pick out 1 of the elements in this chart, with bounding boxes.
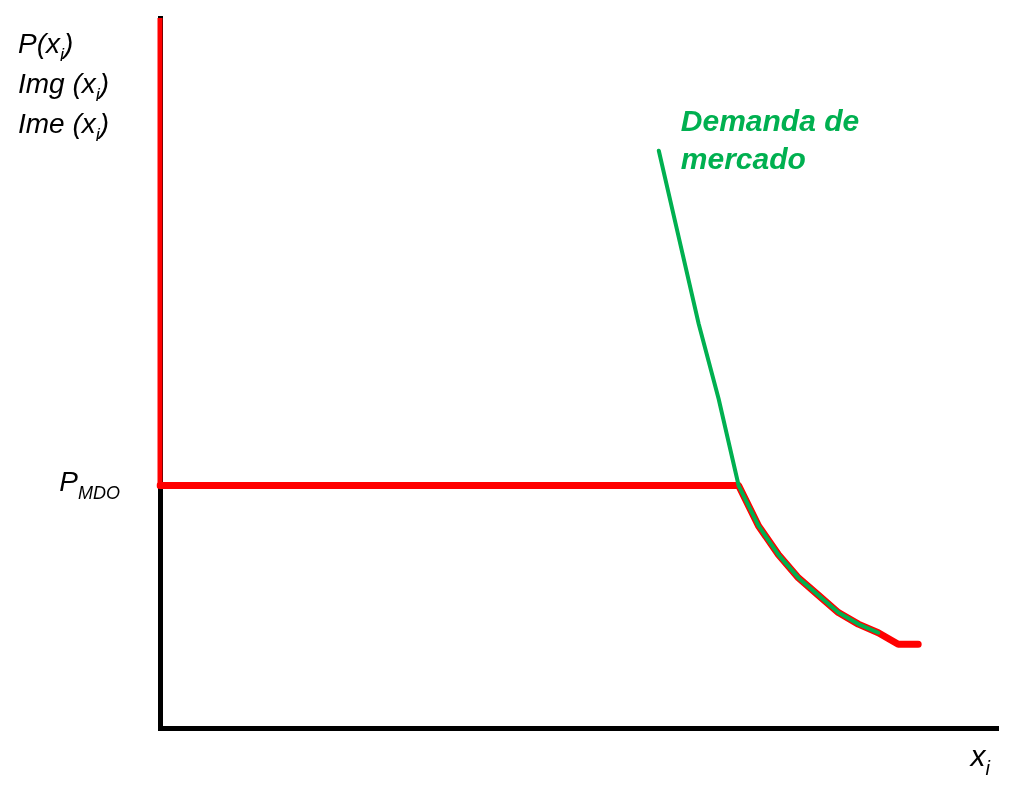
- series-label: Demanda de mercado: [680, 103, 860, 175]
